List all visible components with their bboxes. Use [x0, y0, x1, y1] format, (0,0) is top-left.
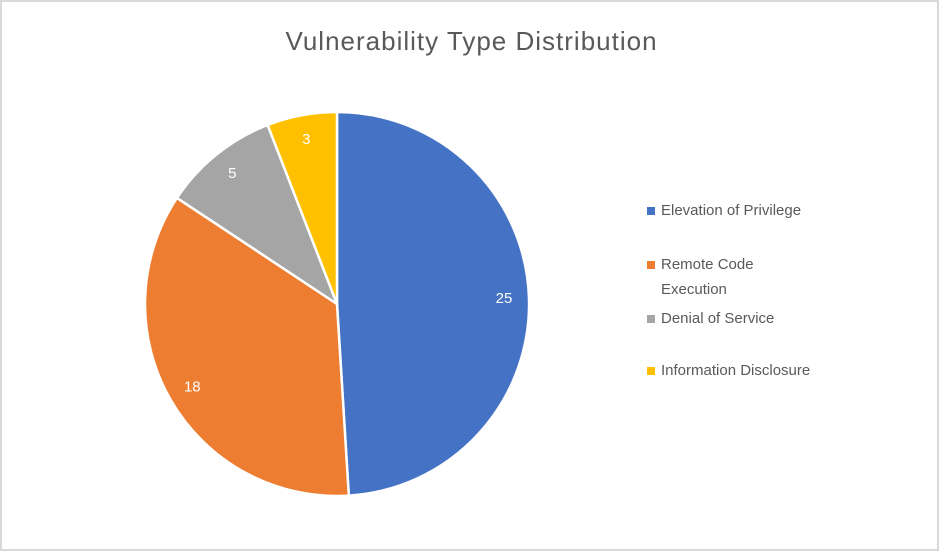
legend-marker-icon [647, 315, 655, 323]
pie-chart[interactable]: 25 18 5 3 [143, 110, 531, 498]
legend-item-information-disclosure[interactable]: Information Disclosure [647, 358, 810, 383]
legend-item-label: Denial of Service [661, 310, 775, 327]
legend-marker-icon [647, 261, 655, 269]
pie-slice-denial-of-service[interactable] [175, 123, 339, 306]
legend-item-label: Information Disclosure [661, 362, 811, 379]
pie-slice-remote-code-execution[interactable] [143, 196, 351, 498]
pie-slice-value-label: 5 [228, 165, 236, 182]
legend-marker-icon [647, 207, 655, 215]
pie-slice-value-label: 18 [184, 378, 201, 395]
legend-item-label: Remote Code Execution [661, 256, 754, 298]
legend-item-label: Elevation of Privilege [661, 202, 802, 219]
pie-slice-elevation-of-privilege[interactable] [335, 110, 531, 497]
pie-slice-value-label: 3 [302, 131, 310, 148]
legend-item-denial-of-service[interactable]: Denial of Service [647, 306, 774, 331]
chart-title: Vulnerability Type Distribution [285, 26, 658, 56]
legend-marker-icon [647, 367, 655, 375]
pie-slice-value-label: 25 [496, 290, 513, 307]
legend-item-remote-code-execution[interactable]: Remote Code Execution [647, 252, 754, 302]
legend-item-elevation-of-privilege[interactable]: Elevation of Privilege [647, 198, 801, 223]
pie-slice-information-disclosure[interactable] [266, 110, 339, 306]
